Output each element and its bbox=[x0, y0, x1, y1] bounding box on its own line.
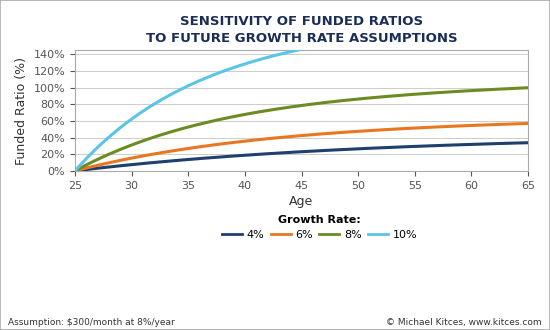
Title: SENSITIVITY OF FUNDED RATIOS
TO FUTURE GROWTH RATE ASSUMPTIONS: SENSITIVITY OF FUNDED RATIOS TO FUTURE G… bbox=[146, 15, 458, 45]
Text: Assumption: $300/month at 8%/year: Assumption: $300/month at 8%/year bbox=[8, 318, 175, 327]
Legend: 4%, 6%, 8%, 10%: 4%, 6%, 8%, 10% bbox=[217, 210, 422, 245]
Y-axis label: Funded Ratio (%): Funded Ratio (%) bbox=[15, 56, 28, 165]
Text: © Michael Kitces, www.kitces.com: © Michael Kitces, www.kitces.com bbox=[386, 318, 542, 327]
X-axis label: Age: Age bbox=[289, 195, 314, 208]
